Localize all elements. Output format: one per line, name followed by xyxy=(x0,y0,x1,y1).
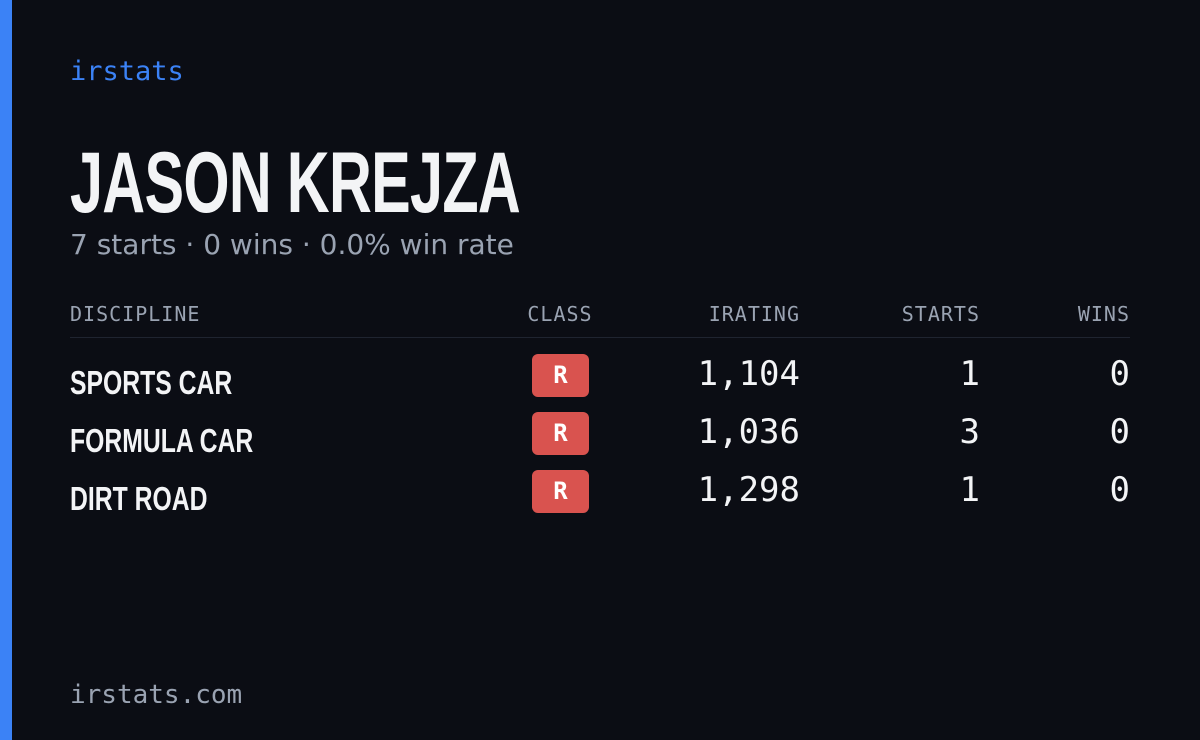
brand: irstats xyxy=(70,56,184,87)
column-header: DISCIPLINE xyxy=(70,302,201,326)
stat-value: 0 xyxy=(1109,354,1130,394)
stat-value: 1,104 xyxy=(697,354,800,394)
column-header: CLASS xyxy=(527,302,593,326)
discipline: FORMULA CAR xyxy=(70,422,254,459)
discipline: DIRT ROAD xyxy=(70,480,208,517)
stat-value: 1,036 xyxy=(697,412,800,452)
subtitle: 7 starts · 0 wins · 0.0% win rate xyxy=(70,228,514,261)
column-header: STARTS xyxy=(901,302,980,326)
column-header: IRATING xyxy=(708,302,800,326)
accent-bar xyxy=(0,0,12,740)
stat-value: 1 xyxy=(959,470,980,510)
class-badge: R xyxy=(532,354,589,397)
footer: irstats.com xyxy=(70,680,243,710)
stat-value: 0 xyxy=(1109,412,1130,452)
class-badge: R xyxy=(532,470,589,513)
stat-value: 1,298 xyxy=(697,470,800,510)
column-header: WINS xyxy=(1077,302,1130,326)
stat-value: 0 xyxy=(1109,470,1130,510)
class-badge: R xyxy=(532,412,589,455)
stat-value: 1 xyxy=(959,354,980,394)
divider xyxy=(70,337,1130,338)
stat-value: 3 xyxy=(959,412,980,452)
player-name: JASON KREJZA xyxy=(70,135,521,231)
discipline: SPORTS CAR xyxy=(70,364,233,401)
